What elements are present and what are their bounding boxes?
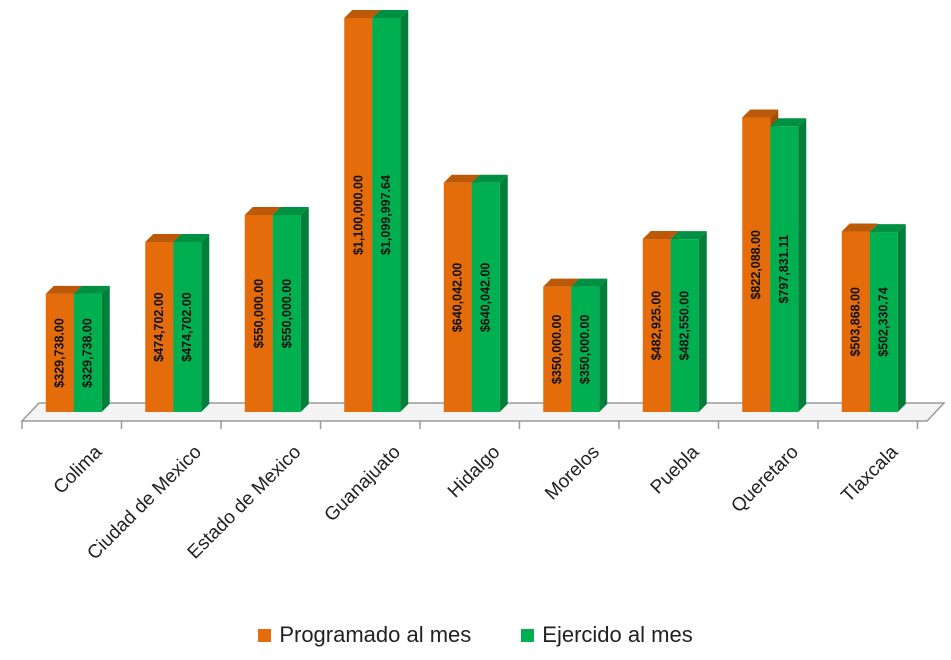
legend-label-ejercido: Ejercido al mes [542,622,693,647]
data-label-programado: $350,000.00 [550,315,564,385]
bar-ejercido [471,174,508,412]
x-tick-label: Puebla [647,441,704,498]
bar-front [742,117,771,412]
bar-top [73,285,110,294]
bar-top [443,174,480,183]
bar-top [471,174,508,183]
bar-front [670,239,699,412]
bar-front [372,18,401,412]
bar-top [45,285,82,294]
legend: Programado al mes Ejercido al mes [0,622,951,648]
x-tick-label: Hidalgo [444,442,504,502]
data-label-ejercido: $350,000.00 [578,315,592,385]
x-tick-label: Tlaxcala [837,441,902,506]
bar-front [642,239,671,412]
legend-item-ejercido: Ejercido al mes [521,622,693,648]
bar-top [272,207,309,215]
bar-side [101,285,110,412]
bar-top [770,118,807,127]
data-label-programado: $474,702.00 [152,292,166,362]
bar-top [543,278,580,287]
bar-ejercido [869,224,906,412]
bar-front [770,126,799,413]
bar-front [45,293,74,412]
bar-ejercido [571,278,608,412]
data-label-ejercido: $550,000.00 [280,279,294,349]
bar-ejercido [173,233,210,412]
bar-top [742,109,779,118]
bar-front [471,182,500,412]
data-label-ejercido: $474,702.00 [180,292,194,362]
bar-side [798,118,807,413]
data-label-programado: $503,868.00 [849,287,863,357]
bar-ejercido [272,207,309,412]
bar-front [272,215,301,412]
bar-programado [543,278,580,412]
bar-side [300,207,309,412]
bar-top [344,10,381,18]
data-label-ejercido: $329,738.00 [81,318,95,388]
data-label-programado: $640,042.00 [451,263,465,333]
bar-ejercido [670,231,707,412]
data-label-programado: $329,738.00 [53,318,67,388]
bar-front [869,232,898,412]
bar-front [73,293,102,412]
legend-swatch-ejercido [521,628,535,642]
x-tick-label: Morelos [541,442,604,505]
bar-front [173,241,202,412]
legend-label-programado: Programado al mes [279,622,472,647]
bar-side [400,10,409,412]
bar-front [543,286,572,412]
bar-ejercido [770,118,807,413]
bar-top [670,231,707,240]
data-label-programado: $550,000.00 [252,279,266,349]
data-label-ejercido: $1,099,997.64 [379,175,393,255]
x-tick-label: Guanajuato [321,442,405,526]
bar-top [642,231,679,240]
bar-top [173,233,210,242]
x-tick-label: Colima [50,441,107,498]
bar-top [869,224,906,233]
bar-side [201,233,210,412]
data-label-ejercido: $482,550.00 [678,291,692,361]
bar-front [571,286,600,412]
bar-front [145,241,174,412]
data-label-ejercido: $502,330.74 [877,287,891,357]
bar-front [443,182,472,412]
bar-side [599,278,608,412]
data-label-programado: $1,100,000.00 [351,175,365,255]
bar-ejercido [372,10,409,412]
data-label-programado: $482,925.00 [650,291,664,361]
x-tick-label: Queretaro [727,442,802,517]
bar-front [244,215,273,412]
legend-swatch-programado [258,628,272,642]
data-label-ejercido: $640,042.00 [479,263,493,333]
bar-side [499,174,508,412]
data-label-programado: $822,088.00 [749,230,763,300]
data-label-ejercido: $797,831.11 [777,235,791,304]
bar-side [698,231,707,412]
bar-front [344,18,373,412]
bar-ejercido [73,285,110,412]
bar-top [244,207,281,215]
bar-top [372,10,409,19]
bar-top [571,278,608,287]
bar-top [145,233,182,242]
bar-front [841,231,870,412]
bar-top [841,223,878,232]
legend-item-programado: Programado al mes [258,622,471,648]
bar-side [897,224,906,412]
